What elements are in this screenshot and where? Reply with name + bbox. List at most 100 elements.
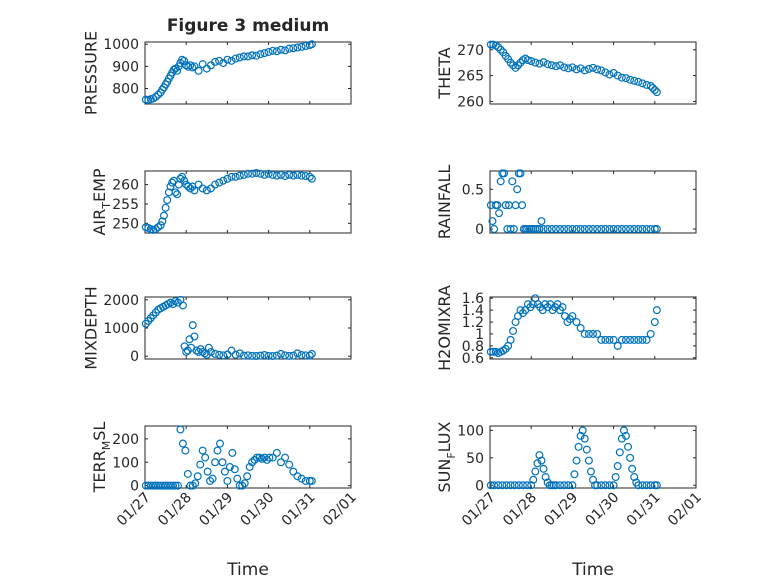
data-point [597,66,606,75]
data-point [227,346,236,355]
series-h2omixra [486,294,661,358]
data-point [508,177,517,186]
data-point [572,65,581,74]
data-point [543,225,552,234]
data-point [650,318,659,327]
data-point [621,431,630,440]
data-point [219,176,228,185]
data-point [159,481,168,490]
data-point [235,171,244,180]
y-tick-label: 1000 [103,321,139,337]
x-tick-label: 01/27 [114,490,154,530]
data-point [621,74,630,83]
data-point [488,217,497,226]
data-point [151,225,160,234]
data-point [191,479,200,488]
data-point [163,196,172,205]
data-point [588,225,597,234]
data-point [260,453,269,462]
y-tick-label: 2000 [103,293,139,309]
y-axis-label: H2OMIXRA [435,285,454,371]
axes-box-theta [489,41,697,105]
y-tick-label: 260 [112,178,139,194]
data-point [307,476,316,485]
data-point [146,481,155,490]
data-point [173,66,182,75]
data-point [527,481,536,490]
data-point [305,172,314,181]
data-point [601,481,610,490]
data-point [235,53,244,62]
data-point [496,45,505,54]
data-point [281,453,290,462]
data-point [578,426,587,435]
data-point [506,481,515,490]
data-point [498,481,507,490]
data-point [276,45,285,54]
data-point [539,464,548,473]
axes-terr_msl [144,425,352,489]
y-tick-label: 0.5 [462,182,484,198]
data-point [535,59,544,68]
x-tick-label: 01/29 [196,490,236,530]
data-point [646,329,655,338]
data-point [609,225,618,234]
axes-box-sun_flux [489,425,697,489]
data-point [281,351,290,360]
data-point [531,58,540,67]
data-point [178,439,187,448]
data-point [252,168,261,177]
data-point [494,43,503,52]
data-point [260,49,269,58]
data-point [560,225,569,234]
data-point [502,481,511,490]
data-point [489,347,498,356]
data-point [584,456,593,465]
data-point [535,225,544,234]
data-point [235,481,244,490]
data-point [486,40,495,49]
data-point [576,64,585,73]
data-point [558,303,567,312]
data-point [513,185,522,194]
data-point [509,326,518,335]
data-point [543,60,552,69]
data-point [183,469,192,478]
data-point [156,221,165,230]
data-point [568,225,577,234]
data-point [588,329,597,338]
data-point [144,481,153,490]
data-point [626,335,635,344]
data-point [248,169,257,178]
axes-rainfall [489,170,697,234]
marks-layer [141,40,661,490]
x-tick-label: 01/28 [500,490,540,530]
data-point [539,58,548,67]
y-tick-label: 260 [457,94,484,110]
data-point [194,66,203,75]
y-tick-label: 0 [475,478,484,494]
data-point [547,61,556,70]
data-point [248,351,257,360]
data-point [215,439,224,448]
x-tick-label: 01/31 [624,490,664,530]
data-point [158,217,167,226]
data-point [621,335,630,344]
data-point [624,442,633,451]
data-point [215,56,224,65]
data-point [529,475,538,484]
data-point [564,64,573,73]
data-point [514,61,523,70]
data-point [231,172,240,181]
data-point [580,225,589,234]
data-point [634,335,643,344]
data-point [244,351,253,360]
data-point [568,63,577,72]
series-air_temp [141,168,316,234]
data-point [239,351,248,360]
data-point [500,169,509,178]
data-point [268,453,277,462]
data-point [634,77,643,86]
data-point [289,44,298,53]
